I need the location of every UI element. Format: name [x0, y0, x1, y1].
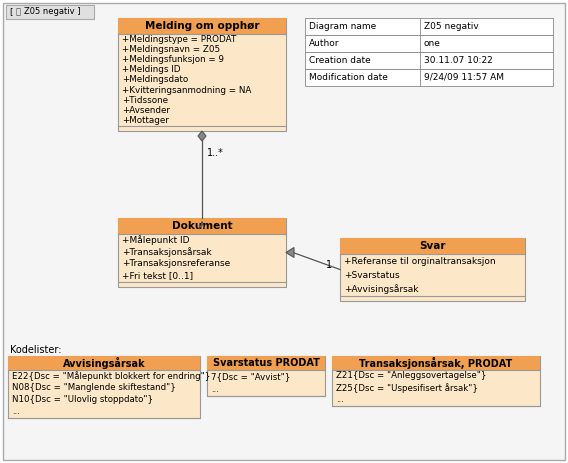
Text: 30.11.07 10:22: 30.11.07 10:22	[424, 56, 493, 65]
Bar	[305, 35, 553, 52]
Text: +Avvisingsårsak: +Avvisingsårsak	[344, 284, 419, 294]
Text: 1..*: 1..*	[207, 148, 224, 158]
Text: ...: ...	[12, 407, 20, 417]
Text: E22{Dsc = "Målepunkt blokkert for endring"}: E22{Dsc = "Målepunkt blokkert for endrin…	[12, 371, 210, 381]
Text: +Transaksjonsreferanse: +Transaksjonsreferanse	[122, 259, 230, 269]
Text: +Kvitteringsanmodning = NA: +Kvitteringsanmodning = NA	[122, 86, 252, 95]
Text: Kodelister:: Kodelister:	[10, 345, 61, 355]
Bar	[207, 356, 325, 396]
Text: +Mottager: +Mottager	[122, 116, 169, 125]
Text: N10{Dsc = "Ulovlig stoppdato"}: N10{Dsc = "Ulovlig stoppdato"}	[12, 395, 153, 405]
Text: 9/24/09 11:57 AM: 9/24/09 11:57 AM	[424, 73, 504, 82]
Text: 1: 1	[326, 259, 332, 269]
Text: +Meldingstype = PRODAT: +Meldingstype = PRODAT	[122, 35, 236, 44]
Text: N08{Dsc = "Manglende skiftestand"}: N08{Dsc = "Manglende skiftestand"}	[12, 383, 176, 393]
Text: +Meldingsdato: +Meldingsdato	[122, 75, 188, 85]
Text: +Meldingsnavn = Z05: +Meldingsnavn = Z05	[122, 45, 220, 54]
Bar	[340, 238, 525, 301]
Bar	[305, 52, 553, 69]
Text: Svarstatus PRODAT: Svarstatus PRODAT	[212, 358, 319, 368]
Text: Z21{Dsc = "Anleggsovertagelse"}: Z21{Dsc = "Anleggsovertagelse"}	[336, 371, 487, 381]
Text: [: [	[10, 7, 16, 17]
Text: +Meldings ID: +Meldings ID	[122, 65, 181, 74]
Text: Transaksjonsårsak, PRODAT: Transaksjonsårsak, PRODAT	[360, 357, 513, 369]
Text: 7{Dsc = "Avvist"}: 7{Dsc = "Avvist"}	[211, 372, 290, 381]
Text: +Meldingsfunksjon = 9: +Meldingsfunksjon = 9	[122, 55, 224, 64]
Text: Z25{Dsc = "Uspesifisert årsak"}: Z25{Dsc = "Uspesifisert årsak"}	[336, 383, 478, 393]
Bar	[332, 356, 540, 406]
Bar	[118, 18, 286, 34]
Text: Z05 negativ ]: Z05 negativ ]	[24, 7, 81, 17]
Text: +Referanse til orginaltransaksjon: +Referanse til orginaltransaksjon	[344, 257, 496, 265]
Text: one: one	[424, 39, 441, 48]
Bar	[118, 18, 286, 131]
Text: 图: 图	[16, 7, 21, 17]
Text: +Tidssone: +Tidssone	[122, 96, 168, 105]
Text: +Avsender: +Avsender	[122, 106, 170, 115]
Text: +Fri tekst [0..1]: +Fri tekst [0..1]	[122, 271, 193, 281]
Polygon shape	[286, 248, 294, 257]
Text: +Svarstatus: +Svarstatus	[344, 270, 400, 280]
Bar	[340, 238, 525, 254]
Polygon shape	[198, 131, 206, 141]
Bar	[332, 356, 540, 370]
Bar	[6, 5, 94, 19]
Text: Avvisingsårsak: Avvisingsårsak	[62, 357, 145, 369]
Bar	[207, 356, 325, 370]
Bar	[305, 69, 553, 86]
Bar	[118, 218, 286, 287]
Bar	[118, 218, 286, 234]
Bar	[8, 356, 200, 370]
Text: Svar: Svar	[419, 241, 446, 251]
Text: Modification date: Modification date	[309, 73, 388, 82]
Bar	[305, 18, 553, 35]
Text: ...: ...	[336, 395, 344, 405]
Text: +Transaksjonsårsak: +Transaksjonsårsak	[122, 247, 212, 257]
Text: Diagram name: Diagram name	[309, 22, 376, 31]
Text: Author: Author	[309, 39, 340, 48]
Text: Dokument: Dokument	[172, 221, 232, 231]
Text: Z05 negativ: Z05 negativ	[424, 22, 479, 31]
Bar	[8, 356, 200, 418]
Text: ...: ...	[211, 385, 219, 394]
Text: +Målepunkt ID: +Målepunkt ID	[122, 235, 190, 245]
Text: Melding om opphør: Melding om opphør	[145, 21, 259, 31]
Text: Creation date: Creation date	[309, 56, 371, 65]
